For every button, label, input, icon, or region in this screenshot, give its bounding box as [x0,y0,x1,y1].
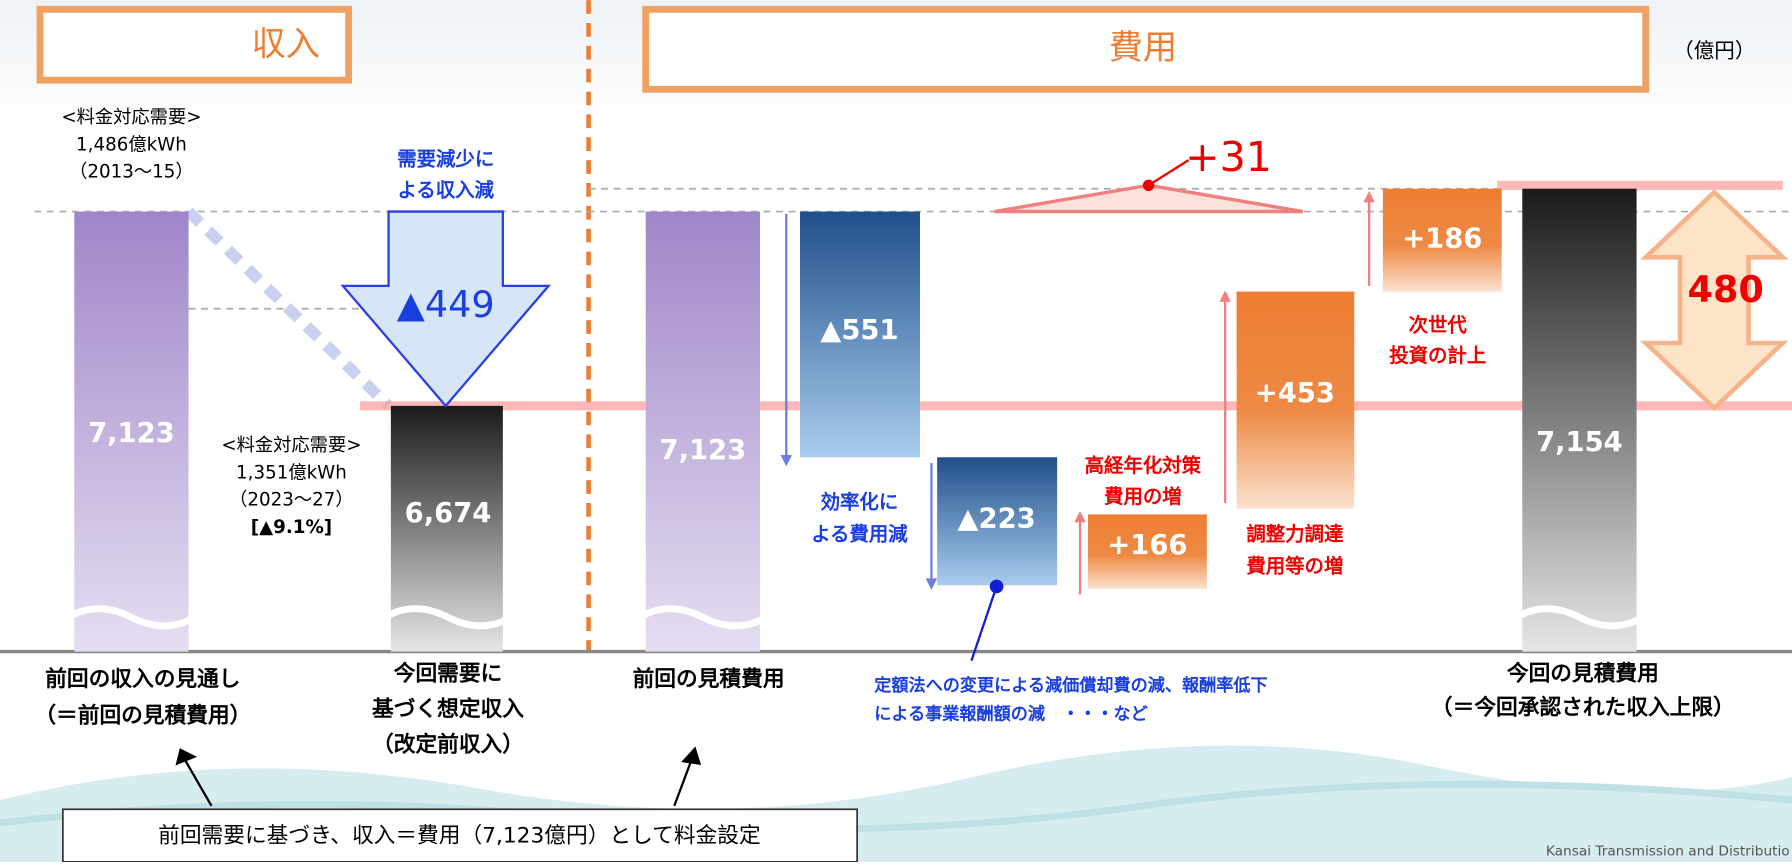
callout: による事業報酬額の減 ・・・など [874,703,1148,724]
demand: <料金対応需要> [61,107,201,128]
note: 次世代 [1409,313,1468,336]
bar [1522,189,1636,652]
gap-value: +31 [1185,133,1272,181]
decrease-label: 需要減少に [397,148,494,171]
shortfall-value: 480 [1688,268,1764,311]
note: 費用の増 [1104,485,1182,508]
demand: 1,351億kWh [236,462,347,483]
bar-value: 7,123 [88,418,175,449]
x-label: （＝前回の見積費用） [34,703,251,729]
bar-value: +166 [1107,530,1187,561]
note: 効率化に [821,491,899,514]
slide: 収入 費用 （億円） <料金対応需要> 1,486億kWh （2013～15） <料金対応需… [0,0,1792,862]
demand: （2013～15） [69,162,194,183]
bar-value: 7,123 [660,435,747,466]
note: 費用等の増 [1246,555,1343,578]
x-label: （改定前収入） [372,731,524,757]
company: Kansai Transmission and Distributio [1546,844,1790,860]
page: 収入 費用 （億円） <料金対応需要> 1,486億kWh （2013～15） <料金対応需… [0,0,1792,862]
demand: （2023～27） [229,490,354,511]
bar-value: +453 [1255,378,1335,409]
x-label: （＝今回承認された収入上限） [1431,695,1735,721]
bar-value: +186 [1402,224,1482,255]
decrease-value: ▲449 [397,283,495,326]
header: 費用 [1109,28,1178,68]
x-label: 基づく想定収入 [372,696,524,722]
header: 収入 [251,24,320,64]
demand: [▲9.1%] [251,517,332,538]
x-label: 今回の見積費用 [1507,660,1659,686]
footnote: 前回需要に基づき、収入＝費用（7,123億円）として料金設定 [158,824,761,849]
x-label: 前回の収入の見通し [45,666,240,692]
note: 高経年化対策 [1085,454,1202,477]
x-label: 今回需要に [394,660,503,686]
note: 調整力調達 [1246,523,1344,546]
x-label: 前回の見積費用 [633,666,785,692]
bar-value: 7,154 [1536,427,1623,458]
decrease-label: よる収入減 [397,179,494,202]
demand: 1,486億kWh [76,134,187,155]
demand: <料金対応需要> [221,435,361,456]
unit: （億円） [1673,39,1755,63]
note: 投資の計上 [1389,344,1486,367]
note: よる費用減 [811,523,908,546]
bar-value: ▲223 [957,504,1035,535]
bar-value: ▲551 [820,315,898,346]
bar [646,212,760,652]
callout: 定額法への変更による減価償却費の減、報酬率低下 [874,675,1267,696]
bar-value: 6,674 [405,498,492,529]
